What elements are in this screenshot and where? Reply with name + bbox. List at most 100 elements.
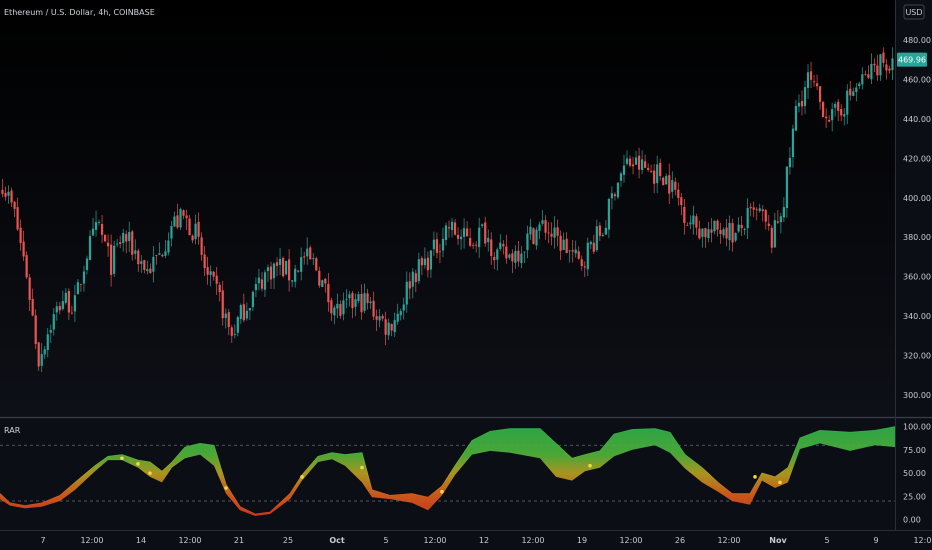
candle-body: [472, 245, 475, 246]
candle-body: [324, 278, 327, 284]
candle-body: [34, 315, 37, 345]
candle-body: [122, 232, 125, 244]
candle-body: [788, 157, 792, 168]
candle-body: [426, 257, 429, 271]
candle-body: [746, 207, 749, 229]
time-tick-label: 12:00: [619, 536, 642, 545]
candle-body: [28, 277, 31, 300]
candle-body: [535, 229, 538, 246]
candle-body: [565, 238, 568, 253]
candle-body: [227, 312, 230, 328]
candle-body: [502, 244, 505, 247]
candle-body: [692, 215, 695, 225]
candle-body: [677, 189, 680, 199]
candle-body: [716, 220, 719, 230]
candle-body: [158, 253, 161, 255]
candle-body: [644, 161, 647, 168]
candle-body: [689, 222, 692, 225]
candle-body: [435, 239, 439, 253]
candle-body: [260, 279, 264, 289]
osc-cross-point: [224, 486, 228, 490]
candle-body: [568, 250, 571, 252]
rar-oscillator: [0, 426, 896, 516]
candle-body: [508, 254, 511, 258]
candle-body: [354, 299, 357, 307]
candle-body: [378, 316, 381, 321]
candle-body: [348, 294, 351, 299]
candle-body: [680, 197, 683, 206]
osc-tick-label: 0.00: [903, 516, 921, 525]
time-tick-label: 12: [479, 536, 489, 545]
candle-body: [116, 243, 119, 245]
candle-body: [297, 270, 300, 272]
candle-body: [200, 237, 203, 255]
candle-body: [755, 209, 758, 211]
candle-body: [478, 227, 481, 248]
candle-body: [408, 281, 411, 289]
price-tick-label: 360.00: [903, 273, 931, 282]
candle-body: [58, 306, 61, 311]
candle-body: [257, 277, 261, 284]
candle-body: [532, 228, 535, 244]
candle-body: [357, 294, 360, 302]
candle-body: [616, 182, 620, 198]
candle-body: [831, 109, 834, 121]
candle-body: [438, 251, 442, 253]
candle-body: [52, 314, 55, 330]
candle-body: [97, 222, 101, 224]
candle-body: [179, 209, 182, 228]
candle-body: [785, 166, 789, 209]
candle-body: [529, 226, 532, 235]
candle-body: [782, 207, 785, 218]
candle-body: [764, 210, 767, 222]
currency-button[interactable]: USD: [903, 4, 925, 20]
candle-body: [562, 239, 565, 250]
candle-body: [76, 282, 80, 295]
time-tick-label: Nov: [769, 536, 787, 545]
candle-body: [490, 239, 493, 257]
candle-body: [88, 236, 92, 261]
candle-body: [22, 241, 25, 257]
candle-body: [369, 301, 372, 304]
candle-body: [164, 251, 167, 256]
candle-body: [695, 216, 698, 228]
candle-body: [737, 224, 740, 232]
candle-body: [815, 83, 819, 87]
candle-body: [417, 259, 420, 282]
candle-body: [396, 313, 399, 322]
candle-body: [891, 58, 894, 71]
candle-body: [173, 216, 176, 227]
candle-body: [541, 220, 544, 224]
candle-body: [7, 191, 10, 196]
candle-body: [659, 162, 662, 177]
candle-body: [710, 229, 713, 233]
candle-body: [662, 177, 665, 186]
osc-cross-point: [753, 475, 757, 479]
osc-axis[interactable]: 0.00 25.00 50.00 75.00 100.00: [903, 423, 931, 525]
candle-body: [221, 290, 224, 319]
time-tick-label: 5: [824, 536, 829, 545]
candle-body: [888, 68, 891, 71]
candle-body: [125, 234, 128, 242]
price-tick-label: 460.00: [903, 75, 931, 84]
time-axis[interactable]: 7 12:00 14 12:00 21 25 Oct 5 12:00 12 12:00 19 12:00…: [40, 536, 932, 545]
candle-body: [206, 267, 209, 275]
candle-body: [67, 291, 70, 313]
candle-body: [167, 240, 170, 253]
candle-body: [734, 232, 737, 241]
price-axis[interactable]: 300.00 320.00 340.00 360.00 380.00 400.00 420.…: [903, 36, 931, 400]
candle-body: [556, 227, 559, 236]
candle-body: [146, 269, 149, 272]
candle-body: [336, 303, 339, 309]
candle-body: [794, 105, 798, 131]
candle-body: [758, 208, 761, 212]
osc-cross-point: [148, 471, 152, 475]
candle-body: [770, 227, 773, 248]
candle-body: [610, 193, 614, 199]
candle-body: [571, 250, 574, 252]
candle-body: [239, 304, 242, 320]
candle-body: [583, 266, 586, 268]
candle-body: [683, 206, 686, 224]
candle-body: [595, 226, 598, 251]
